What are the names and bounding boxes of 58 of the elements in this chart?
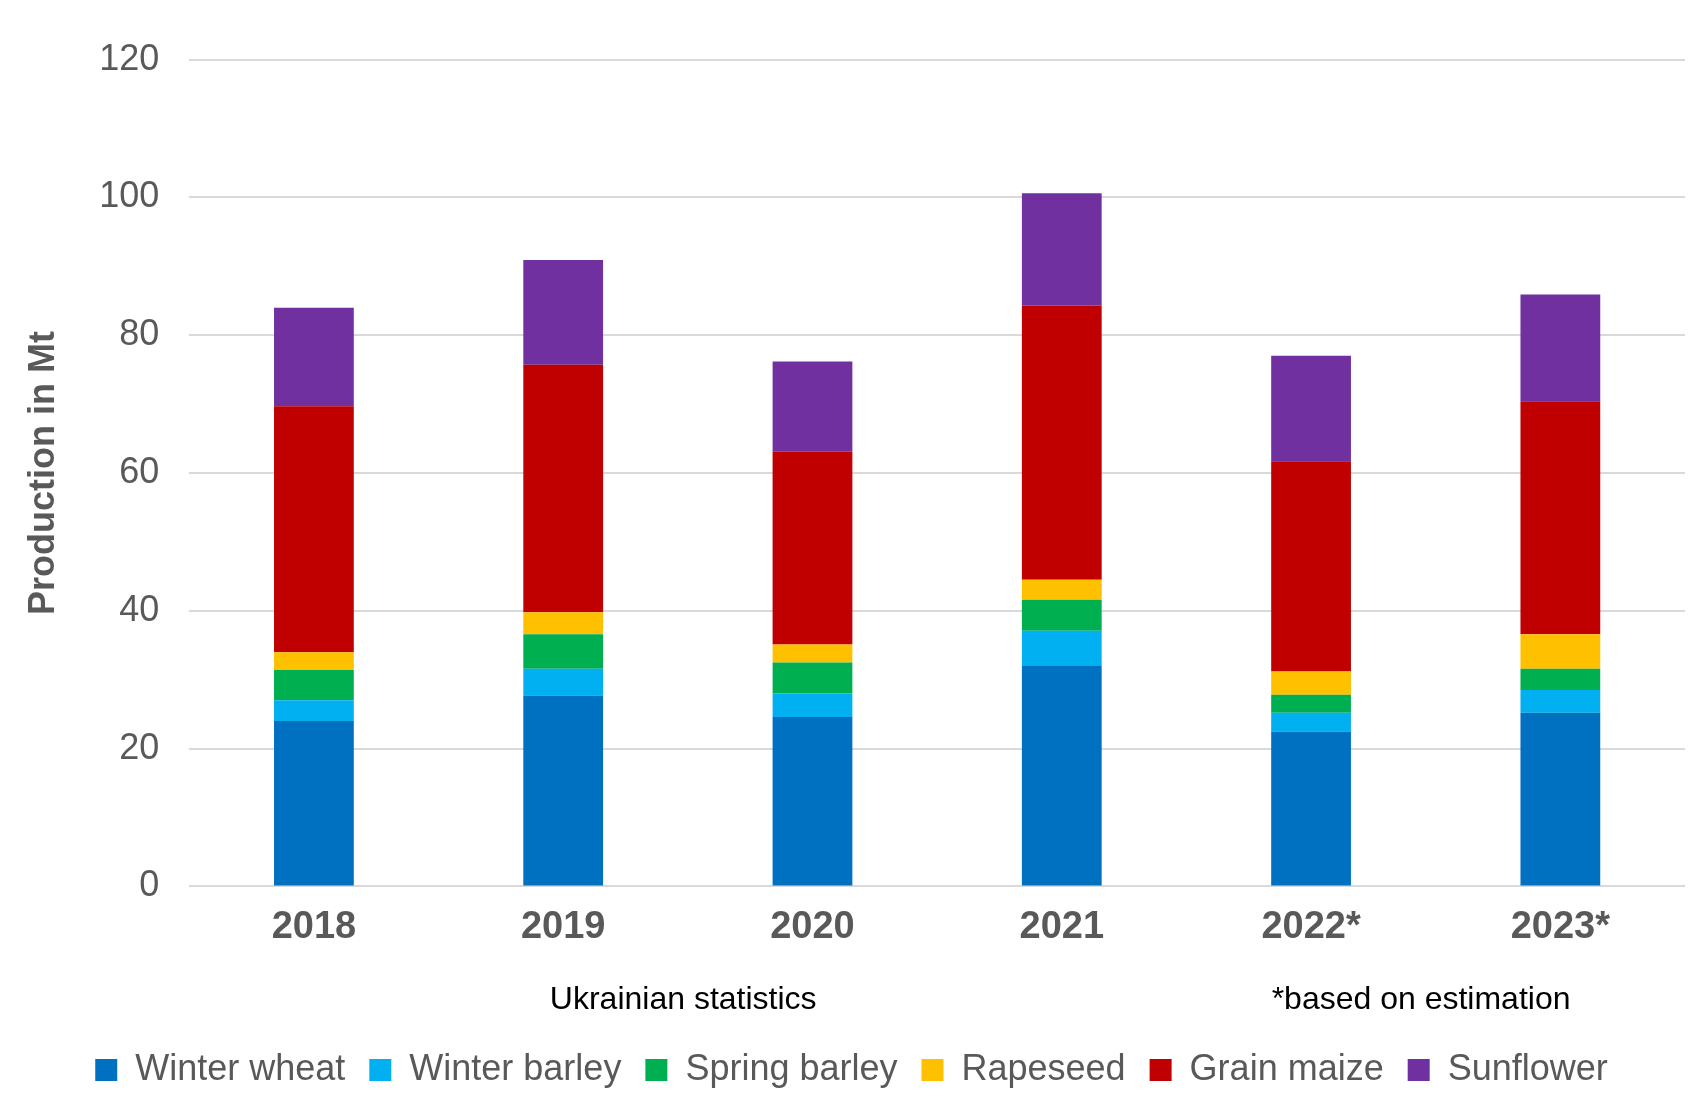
bar [523, 260, 604, 365]
y-axis-title: Production in Mt [20, 331, 62, 615]
bar [1021, 599, 1102, 631]
y-tick-label: 80 [119, 312, 160, 354]
bar [523, 612, 604, 635]
x-tick-label: 2021 [1019, 903, 1105, 946]
x-tick-label: 2022* [1261, 903, 1361, 946]
bar [1271, 731, 1351, 886]
bar [772, 716, 853, 886]
text: Ukrainian statistics [549, 979, 817, 1016]
bar [772, 693, 853, 717]
bar [1520, 668, 1601, 691]
legend-label: Rapeseed [961, 1046, 1126, 1088]
bar [772, 451, 853, 645]
text: *based on estimation [1271, 979, 1571, 1016]
y-tick-label: 20 [119, 725, 160, 767]
bar [1520, 712, 1601, 886]
bar [523, 634, 604, 669]
y-tick-label: 40 [119, 587, 160, 629]
x-tick-label: 2020 [770, 903, 855, 946]
bar [1021, 579, 1102, 600]
x-tick-label: 2023* [1510, 903, 1611, 946]
bar [523, 364, 604, 613]
bar [772, 644, 853, 663]
bar [274, 307, 354, 407]
x-tick-label: 2019 [520, 903, 606, 946]
y-tick-label: 120 [99, 36, 160, 78]
x-tick-label: 2018 [271, 903, 357, 946]
bar [1520, 690, 1601, 713]
bar [1021, 193, 1102, 306]
bar [274, 721, 354, 886]
bar [1271, 712, 1351, 732]
bar [772, 662, 853, 694]
legend-label: Spring barley [685, 1046, 898, 1088]
legend-label: Grain maize [1189, 1046, 1384, 1088]
legend-label: Winter barley [409, 1046, 622, 1088]
bar [1271, 461, 1351, 672]
bar [1271, 694, 1351, 713]
y-tick-label: 60 [119, 449, 160, 491]
bar [1520, 634, 1601, 669]
bar [523, 668, 604, 696]
bar [1520, 294, 1601, 402]
bar [1021, 630, 1102, 666]
bar [1021, 665, 1102, 886]
legend-label: Winter wheat [135, 1046, 346, 1088]
y-tick-label: 100 [99, 174, 160, 216]
bar [1271, 355, 1351, 462]
legend-label: Sunflower [1447, 1046, 1608, 1088]
bar [274, 700, 354, 722]
bar [274, 406, 354, 653]
bar [1520, 401, 1601, 635]
bar [1021, 305, 1102, 580]
bar [274, 670, 354, 701]
bar [274, 652, 354, 671]
y-tick-label: 0 [139, 863, 160, 905]
bar [772, 361, 853, 452]
bar [523, 695, 604, 886]
bar [1271, 671, 1351, 695]
